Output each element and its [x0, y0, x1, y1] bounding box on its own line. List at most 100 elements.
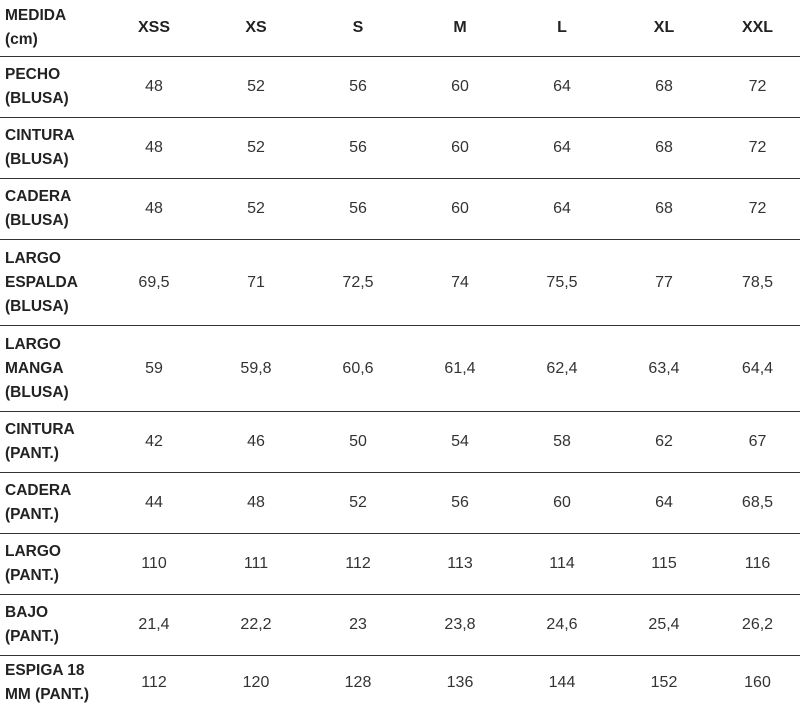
label-line: CINTURA [5, 421, 75, 438]
cell-value: 62,4 [511, 325, 613, 412]
cell-value: 64 [613, 472, 715, 534]
cell-value: 111 [205, 533, 307, 595]
cell-value: 75,5 [511, 239, 613, 326]
cell-value: 136 [446, 674, 474, 691]
cell-value: 68 [613, 117, 715, 179]
label-line: ESPALDA [5, 273, 78, 291]
cell-value: 52 [307, 472, 409, 534]
cell-value: 48 [205, 472, 307, 534]
label-line: (BLUSA) [5, 151, 69, 168]
row-label: LARGO ESPALDA (BLUSA) [0, 239, 103, 326]
label-line: LARGO [5, 543, 61, 560]
cell-value: 59 [103, 325, 205, 412]
cell-value: 56 [307, 117, 409, 179]
cell-value: 26,2 [715, 594, 800, 656]
label-line: CINTURA [5, 127, 75, 144]
table-row: BAJO (PANT.) 21,4 22,2 23 23,8 24,6 25,4 26,2 [0, 594, 800, 656]
cell-value: 120 [242, 674, 270, 691]
cell-value: 160 [744, 674, 771, 691]
row-label: PECHO (BLUSA) [0, 56, 103, 118]
label-line: (PANT.) [5, 445, 59, 462]
cell-value: 63,4 [613, 325, 715, 412]
label-line: MM (PANT.) [5, 686, 90, 703]
cell-value: 60 [409, 178, 511, 240]
cell-value: 64,4 [715, 325, 800, 412]
cell-value: 60,6 [307, 325, 409, 412]
table-row: LARGO (PANT.) 110 111 112 113 114 115 116 [0, 533, 800, 595]
cell-value: 64 [511, 56, 613, 118]
table-row: CINTURA (BLUSA) 48 52 56 60 64 68 72 [0, 117, 800, 179]
cell-value: 48 [103, 178, 205, 240]
cell-value: 71 [205, 239, 307, 326]
label-line: CADERA [5, 482, 72, 499]
cell-value: 110 [103, 533, 205, 595]
cell-value: 152 [650, 674, 678, 691]
cell-value: 42 [103, 411, 205, 473]
cell-value: 22,2 [205, 594, 307, 656]
cell-value: 113 [409, 533, 511, 595]
cell-value: 72 [715, 56, 800, 118]
row-label: CADERA (BLUSA) [0, 178, 103, 240]
cell-value: 23 [307, 594, 409, 656]
cell-value: 64 [511, 117, 613, 179]
cell-value: 72 [715, 178, 800, 240]
size-header: XS [205, 0, 307, 57]
cell-value: 52 [205, 178, 307, 240]
cell-value: 68 [613, 56, 715, 118]
cell-value: 21,4 [103, 594, 205, 656]
cell-value: 69,5 [103, 239, 205, 326]
cell-value: 144 [548, 674, 576, 691]
cell-value: 67 [715, 411, 800, 473]
row-label: LARGO (PANT.) [0, 533, 103, 595]
cell-value: 112 [141, 674, 167, 691]
label-line: PECHO [5, 66, 61, 83]
row-label: MEDIDA (cm) [0, 0, 103, 57]
cell-value: 61,4 [409, 325, 511, 412]
cell-value: 48 [103, 117, 205, 179]
cell-value: 60 [409, 56, 511, 118]
table-row: CINTURA (PANT.) 42 46 50 54 58 62 67 [0, 411, 800, 473]
label-line: LARGO [5, 249, 61, 267]
cell-value: 72 [715, 117, 800, 179]
size-header: M [409, 0, 511, 57]
cell-value: 56 [307, 178, 409, 240]
cell-value: 78,5 [715, 239, 800, 326]
label-line: ESPIGA 18 [5, 662, 85, 679]
cell-value: 68,5 [715, 472, 800, 534]
size-header: L [511, 0, 613, 57]
cell-value: 60 [511, 472, 613, 534]
cell-value: 68 [613, 178, 715, 240]
table-row: CADERA (BLUSA) 48 52 56 60 64 68 72 [0, 178, 800, 240]
table-row: PECHO (BLUSA) 48 52 56 60 64 68 72 [0, 56, 800, 118]
label-line: BAJO [5, 604, 49, 621]
table-row: ESPIGA 18 MM (PANT.) 112 120 128 136 144 152 160 [0, 656, 800, 710]
label-line: (PANT.) [5, 506, 59, 523]
label-line: (PANT.) [5, 628, 59, 645]
cell-value: 44 [103, 472, 205, 534]
cell-value: 52 [205, 56, 307, 118]
size-header: XXL [715, 0, 800, 57]
size-header: S [307, 0, 409, 57]
label-line: MANGA [5, 359, 64, 377]
cell-value: 48 [103, 56, 205, 118]
cell-value: 24,6 [511, 594, 613, 656]
label-line: (BLUSA) [5, 90, 69, 107]
cell-value: 128 [344, 674, 372, 691]
cell-value: 50 [307, 411, 409, 473]
cell-value: 46 [205, 411, 307, 473]
label-line: (PANT.) [5, 567, 59, 584]
cell-value: 58 [511, 411, 613, 473]
cell-value: 62 [613, 411, 715, 473]
label-line: (BLUSA) [5, 383, 69, 401]
table-row: LARGO ESPALDA (BLUSA) 69,5 71 72,5 74 75,5 77 78,… [0, 239, 800, 326]
cell-value: 52 [205, 117, 307, 179]
size-header: XL [613, 0, 715, 57]
cell-value: 72,5 [307, 239, 409, 326]
cell-value: 77 [613, 239, 715, 326]
row-label: ESPIGA 18 MM (PANT.) [0, 656, 103, 710]
cell-value: 60 [409, 117, 511, 179]
